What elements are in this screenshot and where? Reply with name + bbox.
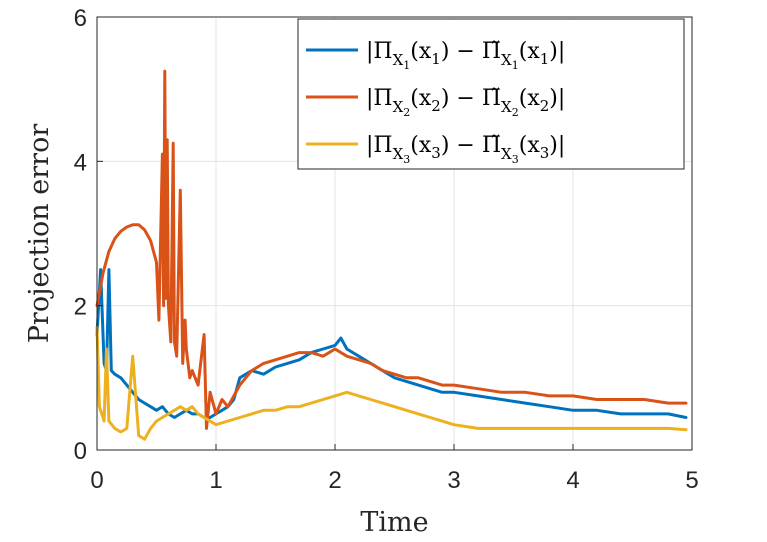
x-axis-label: Time bbox=[360, 507, 428, 538]
axes-box bbox=[96, 16, 693, 451]
x-tick-label: 2 bbox=[328, 467, 341, 494]
legend-box bbox=[297, 18, 685, 170]
legend-entry: |ΠX1(x1) − Π̃X1(x1)| bbox=[366, 39, 565, 72]
y-axis-label: Projection error bbox=[24, 124, 55, 344]
series-lines bbox=[95, 69, 688, 441]
x-tick-label: 4 bbox=[566, 467, 579, 494]
y-tick-label: 2 bbox=[74, 294, 87, 321]
x-tick-label: 1 bbox=[209, 467, 222, 494]
y-tick-label: 6 bbox=[74, 5, 87, 32]
legend-entry: |ΠX3(x3) − Π̃X3(x3)| bbox=[366, 133, 565, 166]
y-tick-label: 4 bbox=[74, 149, 87, 176]
tick-labels: 0 1 2 3 4 5 0 2 4 6 bbox=[74, 5, 699, 494]
x-tick-label: 0 bbox=[90, 467, 103, 494]
y-tick-label: 0 bbox=[74, 438, 87, 465]
legend-entry: |ΠX2(x2) − Π̃X2(x2)| bbox=[366, 86, 565, 119]
legend: |ΠX1(x1) − Π̃X1(x1)| |ΠX2(x2) − Π̃X2(x2)|… bbox=[297, 18, 685, 170]
x-tick-label: 3 bbox=[447, 467, 460, 494]
series-line-3 bbox=[95, 325, 688, 441]
series-line-2 bbox=[95, 69, 688, 430]
x-tick-label: 5 bbox=[685, 467, 698, 494]
